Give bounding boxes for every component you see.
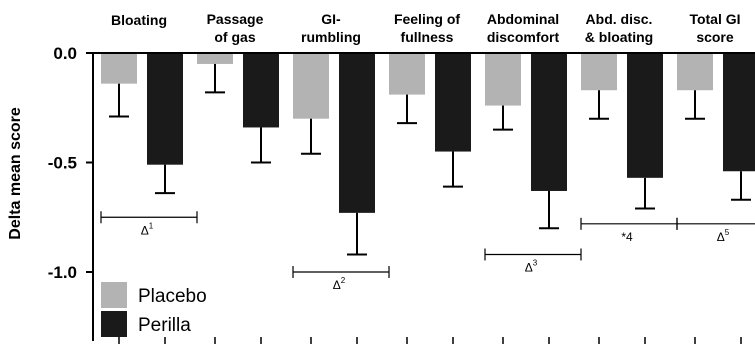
bar-placebo xyxy=(581,53,617,91)
significance-symbol: Δ xyxy=(525,260,533,274)
category-label-line: Abd. disc. xyxy=(586,11,653,27)
legend-label: Placebo xyxy=(138,286,207,307)
category-label-line: Total GI xyxy=(689,11,740,27)
bar-perilla xyxy=(147,53,183,165)
significance-symbol: *4 xyxy=(621,230,633,244)
significance-label: Δ2 xyxy=(333,276,346,292)
significance-label: Δ5 xyxy=(717,228,730,244)
significance-symbol: Δ xyxy=(717,230,725,244)
legend-label: Perilla xyxy=(138,315,191,336)
category-label-line: of gas xyxy=(214,29,255,45)
category-label-line: Bloating xyxy=(111,12,167,28)
significance-superscript: 3 xyxy=(533,258,538,267)
bar-perilla xyxy=(243,53,279,128)
y-tick-label: 0.0 xyxy=(53,44,77,63)
significance-label: *4 xyxy=(621,230,633,244)
bar-placebo xyxy=(677,53,713,91)
y-axis-title: Delta mean score xyxy=(7,107,24,240)
significance-label: Δ1 xyxy=(141,221,154,237)
category-label: Feeling of fullness xyxy=(394,11,460,45)
significance-symbol: Δ xyxy=(141,223,149,237)
significance-superscript: 2 xyxy=(341,276,346,285)
bar-placebo xyxy=(485,53,521,106)
bar-placebo xyxy=(101,53,137,84)
bar-placebo xyxy=(293,53,329,119)
bar-placebo xyxy=(389,53,425,95)
bar-placebo xyxy=(197,53,233,64)
category-label-line: score xyxy=(696,29,734,45)
category-label: GI-rumbling xyxy=(301,11,361,45)
category-label-line: rumbling xyxy=(301,29,361,45)
significance-superscript: 1 xyxy=(149,221,154,230)
category-label: Abdominal discomfort xyxy=(487,11,560,45)
significance-superscript: 5 xyxy=(725,228,730,237)
bar-perilla xyxy=(339,53,375,213)
category-label: Passage of gas xyxy=(207,11,264,45)
category-label-line: Abdominal xyxy=(487,11,559,27)
y-tick-label: -1.0 xyxy=(48,263,77,282)
category-label-line: & bloating xyxy=(585,29,653,45)
category-label: Bloating xyxy=(111,12,167,28)
bar-perilla xyxy=(531,53,567,191)
category-label-line: Passage xyxy=(207,11,264,27)
bar-perilla xyxy=(435,53,471,152)
category-label-line: discomfort xyxy=(487,29,560,45)
y-tick-label: -0.5 xyxy=(48,154,77,173)
category-label-line: fullness xyxy=(401,29,454,45)
legend-swatch-placebo xyxy=(101,282,127,308)
category-label-line: GI- xyxy=(321,11,341,27)
category-label-line: Feeling of xyxy=(394,11,460,27)
significance-symbol: Δ xyxy=(333,278,341,292)
bar-perilla xyxy=(627,53,663,178)
category-label: Total GI score xyxy=(689,11,740,45)
legend-swatch-perilla xyxy=(101,311,127,337)
bar-perilla xyxy=(723,53,755,172)
category-label: Abd. disc. & bloating xyxy=(585,11,653,45)
significance-label: Δ3 xyxy=(525,258,538,274)
